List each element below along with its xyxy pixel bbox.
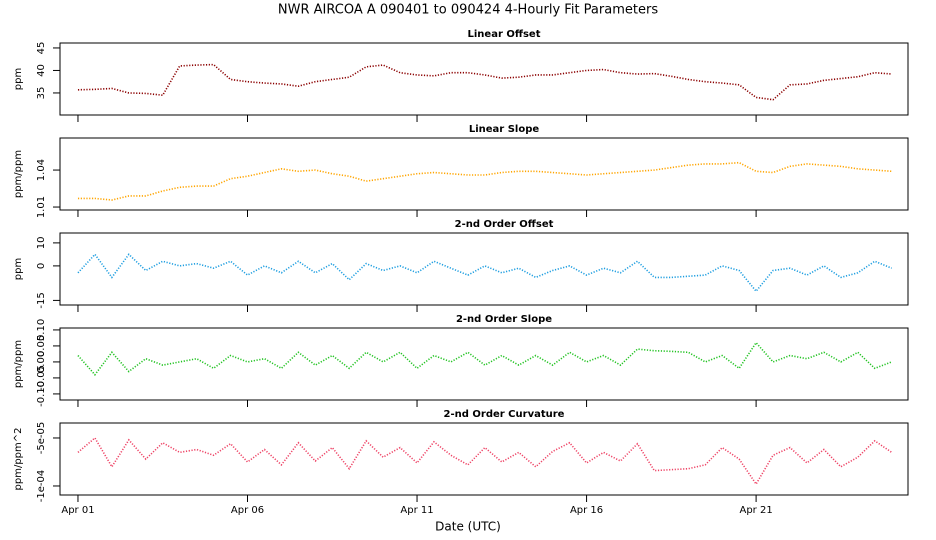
x-tick-label: Apr 01 — [61, 505, 94, 516]
panel-title: 2-nd Order Curvature — [444, 409, 565, 420]
y-tick-label: -0.10 — [36, 381, 47, 407]
data-line — [77, 436, 893, 486]
y-tick-label: 0.00 — [36, 351, 47, 373]
y-tick-label: 1.01 — [36, 196, 47, 218]
panel-frame — [59, 137, 909, 211]
panel-frame — [59, 327, 909, 401]
y-tick-label: -15 — [36, 292, 47, 308]
x-tick-label: Apr 11 — [400, 505, 433, 516]
x-tick-label: Apr 21 — [739, 505, 772, 516]
y-axis-label: ppm/ppm — [13, 340, 24, 388]
x-tick-label: Apr 16 — [570, 505, 603, 516]
y-axis-label: ppm — [13, 68, 24, 90]
y-tick-label: 35 — [36, 87, 47, 100]
y-tick-label: 0 — [36, 263, 47, 269]
y-tick-label: 10 — [36, 237, 47, 250]
y-tick-label: -1e-04 — [36, 470, 47, 502]
y-tick-label: 40 — [36, 64, 47, 77]
y-axis-label: ppm/ppm — [13, 150, 24, 198]
data-line — [77, 63, 892, 101]
x-tick-label: Apr 06 — [231, 505, 264, 516]
panel-title: 2-nd Order Offset — [455, 219, 554, 230]
y-tick-label: 45 — [36, 42, 47, 55]
y-tick-label: 0.05 — [36, 335, 47, 357]
y-tick-label: -5e-05 — [36, 422, 47, 454]
x-axis-label: Date (UTC) — [435, 520, 501, 534]
panel-frame — [59, 422, 909, 496]
y-tick-label: 1.04 — [36, 159, 47, 181]
y-tick-label: -0.05 — [36, 365, 47, 391]
panel-frame — [59, 42, 909, 116]
panel-title: 2-nd Order Slope — [456, 314, 552, 325]
y-axis-label: ppm/ppm^2 — [13, 428, 24, 491]
data-line — [77, 253, 893, 293]
chart-title: NWR AIRCOA A 090401 to 090424 4-Hourly F… — [278, 3, 658, 18]
panel-title: Linear Offset — [468, 29, 541, 40]
y-tick-label: 0.10 — [36, 319, 47, 341]
y-axis-label: ppm — [13, 258, 24, 280]
panel-frame — [59, 232, 909, 306]
data-line — [77, 161, 892, 201]
panel-title: Linear Slope — [469, 124, 540, 135]
data-line — [77, 341, 893, 376]
